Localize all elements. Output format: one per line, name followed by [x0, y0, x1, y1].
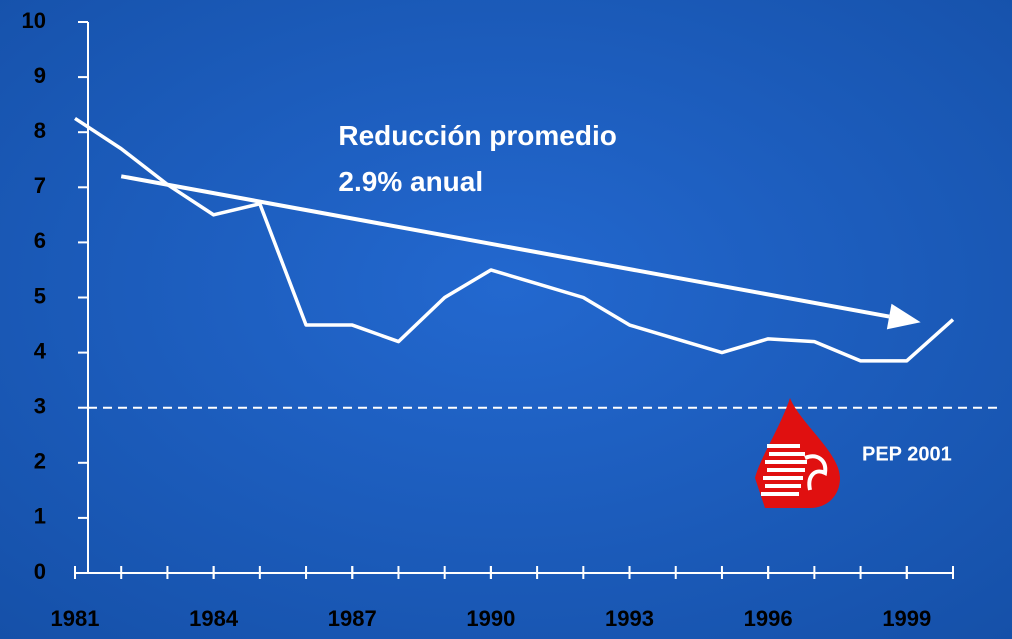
x-tick-label: 1987 — [328, 606, 377, 631]
data-line — [74, 116, 955, 363]
y-tick-label: 6 — [34, 228, 46, 253]
y-tick-label: 5 — [34, 283, 46, 308]
x-tick-label: 1996 — [744, 606, 793, 631]
y-tick-label: 0 — [34, 559, 46, 584]
logo-text: PEP 2001 — [862, 443, 952, 465]
pep-logo — [755, 398, 840, 508]
y-tick-label: 4 — [34, 338, 47, 363]
y-tick-label: 7 — [34, 173, 46, 198]
x-tick-label: 1999 — [882, 606, 931, 631]
x-tick-label: 1993 — [605, 606, 654, 631]
x-tick-label: 1984 — [189, 606, 239, 631]
annotation: 2.9% anual — [338, 166, 483, 197]
y-tick-label: 9 — [34, 63, 46, 88]
y-tick-label: 3 — [34, 394, 46, 419]
y-tick-label: 1 — [34, 504, 46, 529]
y-tick-label: 2 — [34, 449, 46, 474]
y-tick-label: 10 — [22, 8, 46, 33]
trend-arrow-shaft — [120, 174, 890, 319]
y-tick-label: 8 — [34, 118, 46, 143]
annotation: Reducción promedio — [338, 120, 616, 151]
x-tick-label: 1981 — [51, 606, 100, 631]
x-tick-label: 1990 — [466, 606, 515, 631]
trend-arrow-head — [886, 303, 921, 330]
